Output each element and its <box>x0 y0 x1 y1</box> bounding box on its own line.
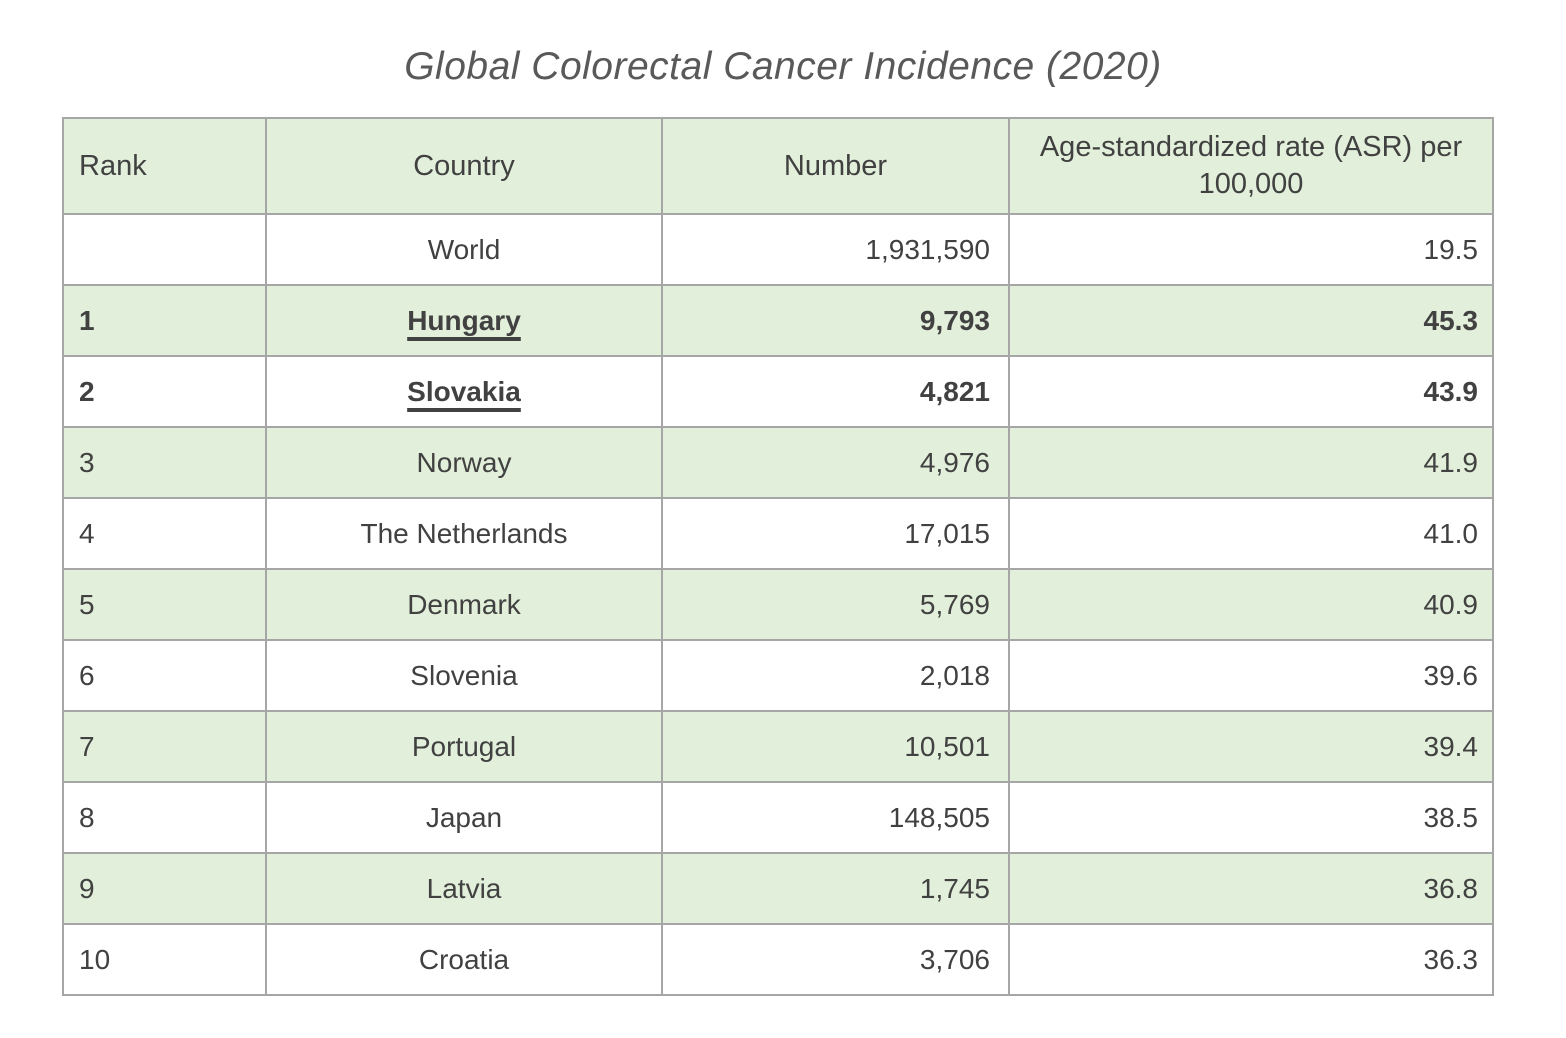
rank-cell: 8 <box>62 781 267 854</box>
rank-cell: 2 <box>62 355 267 428</box>
number-cell: 148,505 <box>661 781 1010 854</box>
asr-cell: 39.6 <box>1008 639 1494 712</box>
number-cell: 1,745 <box>661 852 1010 925</box>
table-row: 10 Croatia 3,706 36.3 <box>62 923 1494 996</box>
country-name: Hungary <box>407 304 521 336</box>
asr-cell: 19.5 <box>1008 213 1494 286</box>
rank-cell: 4 <box>62 497 267 570</box>
country-name: The Netherlands <box>360 517 568 549</box>
country-name: Denmark <box>407 588 521 620</box>
table-header: Rank Country Number Age-standardized rat… <box>62 117 1494 215</box>
country-name: Croatia <box>418 943 510 975</box>
asr-cell: 45.3 <box>1008 284 1494 357</box>
table-row: World 1,931,590 19.5 <box>62 213 1494 286</box>
table-row: 6 Slovenia 2,018 39.6 <box>62 639 1494 712</box>
country-cell: Japan <box>265 781 663 854</box>
column-header-asr: Age-standardized rate (ASR) per 100,000 <box>1008 117 1494 215</box>
country-cell: Latvia <box>265 852 663 925</box>
table-row: 3 Norway 4,976 41.9 <box>62 426 1494 499</box>
table-row: 1 Hungary 9,793 45.3 <box>62 284 1494 357</box>
table-row: 4 The Netherlands 17,015 41.0 <box>62 497 1494 570</box>
rank-cell: 6 <box>62 639 267 712</box>
country-name: Slovenia <box>410 659 518 691</box>
country-cell: The Netherlands <box>265 497 663 570</box>
number-cell: 9,793 <box>661 284 1010 357</box>
country-name: Japan <box>425 801 503 833</box>
column-header-rank: Rank <box>62 117 267 215</box>
rank-cell: 5 <box>62 568 267 641</box>
country-name: Slovakia <box>407 375 521 407</box>
asr-cell: 36.3 <box>1008 923 1494 996</box>
country-name: World <box>427 233 501 265</box>
asr-cell: 38.5 <box>1008 781 1494 854</box>
number-cell: 3,706 <box>661 923 1010 996</box>
asr-cell: 39.4 <box>1008 710 1494 783</box>
number-cell: 10,501 <box>661 710 1010 783</box>
table-row: 8 Japan 148,505 38.5 <box>62 781 1494 854</box>
number-cell: 1,931,590 <box>661 213 1010 286</box>
table-body: World 1,931,590 19.5 1 Hungary 9,793 45.… <box>62 213 1494 996</box>
country-cell: Portugal <box>265 710 663 783</box>
asr-cell: 41.0 <box>1008 497 1494 570</box>
table-row: 7 Portugal 10,501 39.4 <box>62 710 1494 783</box>
country-cell: Slovenia <box>265 639 663 712</box>
country-cell: Denmark <box>265 568 663 641</box>
page-title: Global Colorectal Cancer Incidence (2020… <box>404 45 1162 88</box>
country-cell: Slovakia <box>265 355 663 428</box>
table-row: 9 Latvia 1,745 36.8 <box>62 852 1494 925</box>
asr-cell: 43.9 <box>1008 355 1494 428</box>
table-row: 5 Denmark 5,769 40.9 <box>62 568 1494 641</box>
header-row: Rank Country Number Age-standardized rat… <box>62 117 1494 215</box>
country-cell: Croatia <box>265 923 663 996</box>
country-cell: Norway <box>265 426 663 499</box>
rank-cell: 10 <box>62 923 267 996</box>
table-row: 2 Slovakia 4,821 43.9 <box>62 355 1494 428</box>
number-cell: 4,821 <box>661 355 1010 428</box>
country-name: Portugal <box>411 730 517 762</box>
country-name: Norway <box>416 446 512 478</box>
asr-cell: 41.9 <box>1008 426 1494 499</box>
asr-cell: 40.9 <box>1008 568 1494 641</box>
asr-cell: 36.8 <box>1008 852 1494 925</box>
number-cell: 4,976 <box>661 426 1010 499</box>
number-cell: 17,015 <box>661 497 1010 570</box>
column-header-number: Number <box>661 117 1010 215</box>
rank-cell: 7 <box>62 710 267 783</box>
rank-cell <box>62 213 267 286</box>
country-cell: Hungary <box>265 284 663 357</box>
rank-cell: 1 <box>62 284 267 357</box>
incidence-table: Rank Country Number Age-standardized rat… <box>62 117 1494 996</box>
rank-cell: 3 <box>62 426 267 499</box>
country-cell: World <box>265 213 663 286</box>
rank-cell: 9 <box>62 852 267 925</box>
column-header-country: Country <box>265 117 663 215</box>
country-name: Latvia <box>426 872 502 904</box>
number-cell: 5,769 <box>661 568 1010 641</box>
number-cell: 2,018 <box>661 639 1010 712</box>
